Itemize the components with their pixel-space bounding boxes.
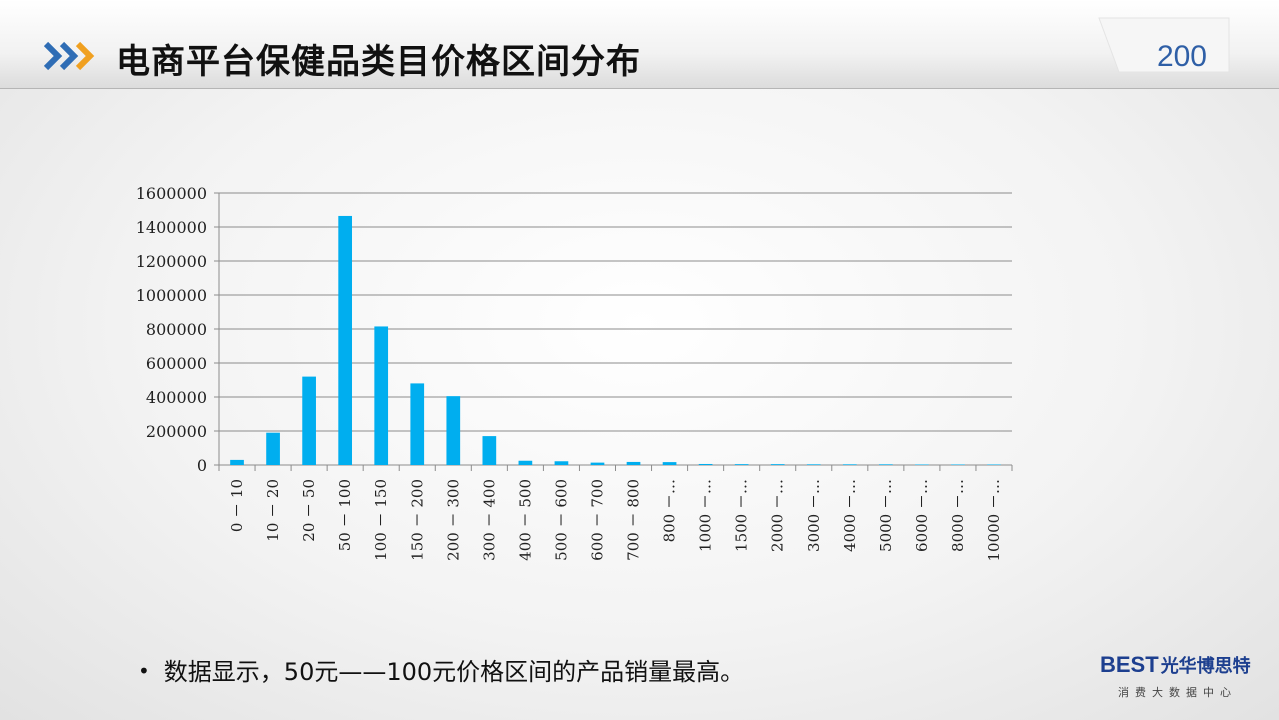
x-tick-label: 5000 －… xyxy=(877,479,895,552)
x-tick-label: 10 － 20 xyxy=(264,479,282,542)
x-tick-label: 800 －… xyxy=(661,479,679,542)
header-bar: 电商平台保健品类目价格区间分布 200 xyxy=(0,0,1279,89)
bar xyxy=(230,459,244,465)
bar xyxy=(446,396,461,465)
x-tick-label: 10000 －… xyxy=(985,479,1003,562)
x-tick-label: 4000 －… xyxy=(841,479,859,552)
page-number: 200 xyxy=(1156,40,1207,73)
x-tick-label: 300 － 400 xyxy=(480,479,498,561)
page-title: 电商平台保健品类目价格区间分布 xyxy=(116,42,641,82)
bar xyxy=(842,464,857,465)
bar xyxy=(915,464,929,465)
chart-bars xyxy=(230,215,1001,465)
x-tick-label: 150 － 200 xyxy=(408,479,426,561)
y-tick-label: 1200000 xyxy=(136,252,207,271)
y-tick-label: 800000 xyxy=(146,320,207,339)
page-number-decoration xyxy=(1098,17,1230,73)
bar xyxy=(338,215,353,465)
x-tick-label: 1000 －… xyxy=(697,479,715,552)
x-tick-label: 20 － 50 xyxy=(300,479,318,542)
x-tick-label: 100 － 150 xyxy=(372,479,390,561)
bar xyxy=(374,326,389,465)
bar xyxy=(806,464,821,465)
bar xyxy=(951,464,965,465)
bar xyxy=(987,464,1001,465)
bar xyxy=(554,461,569,465)
chevrons-icon xyxy=(44,41,95,71)
x-axis-ticks: 0 － 10 10 － 20 20 － 50 50 － 100 100 － 150 150… xyxy=(228,479,1003,562)
logo-mark: BEST 光华博思特 xyxy=(1100,652,1251,678)
bar xyxy=(302,376,316,465)
bar xyxy=(266,432,280,465)
bar xyxy=(698,463,713,465)
x-tick-label: 400 － 500 xyxy=(516,479,534,561)
logo-tagline: 消费大数据中心 xyxy=(1118,686,1237,699)
x-tick-label: 600 － 700 xyxy=(588,479,606,561)
bar xyxy=(410,383,425,465)
y-tick-label: 400000 xyxy=(146,388,207,407)
logo-brand-mark: BEST xyxy=(1100,652,1159,677)
y-tick-label: 1400000 xyxy=(136,218,207,237)
bar xyxy=(734,464,749,465)
bar xyxy=(482,436,497,465)
bar xyxy=(878,464,893,465)
x-tick-label: 700 － 800 xyxy=(625,479,643,561)
chart-grid xyxy=(214,192,1013,471)
x-tick-label: 3000 －… xyxy=(805,479,823,552)
y-tick-label: 1000000 xyxy=(136,286,207,305)
bar xyxy=(590,462,605,465)
x-tick-label: 500 － 600 xyxy=(552,479,570,561)
x-tick-label: 50 － 100 xyxy=(336,479,354,551)
y-tick-label: 600000 xyxy=(146,354,207,373)
company-logo: BEST 光华博思特 消费大数据中心 xyxy=(1100,652,1270,712)
bar xyxy=(770,464,785,465)
summary-text: 数据显示，50元——100元价格区间的产品销量最高。 xyxy=(163,658,745,686)
y-tick-label: 0 xyxy=(197,456,207,475)
x-tick-label: 1500 －… xyxy=(733,479,751,552)
x-tick-label: 2000 －… xyxy=(769,479,787,552)
y-axis-ticks: 0 200000 400000 600000 800000 1000000 1200000 1… xyxy=(136,184,207,475)
x-tick-label: 8000 －… xyxy=(949,479,967,552)
summary-bullet: • 数据显示，50元——100元价格区间的产品销量最高。 xyxy=(138,652,744,687)
bar xyxy=(518,460,533,465)
y-tick-label: 1600000 xyxy=(136,184,207,203)
bar xyxy=(662,462,677,465)
x-tick-label: 6000 －… xyxy=(913,479,931,552)
bar xyxy=(626,461,641,465)
logo-brand-name: 光华博思特 xyxy=(1160,656,1251,677)
x-tick-label: 0 － 10 xyxy=(228,479,246,532)
y-tick-label: 200000 xyxy=(146,422,207,441)
bullet-dot: • xyxy=(138,659,150,683)
x-tick-label: 200 － 300 xyxy=(444,479,462,561)
